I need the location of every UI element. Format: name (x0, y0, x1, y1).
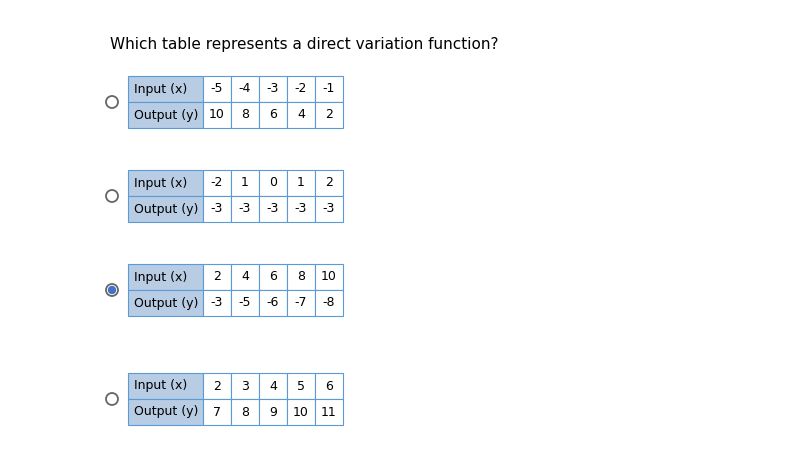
Bar (259, 399, 287, 425)
Text: Output (y): Output (y) (134, 297, 198, 309)
Text: -2: -2 (211, 176, 223, 190)
Text: -3: -3 (239, 202, 251, 216)
Bar (231, 290, 259, 316)
Bar (287, 170, 315, 196)
Text: 4: 4 (297, 108, 305, 122)
Bar (203, 373, 231, 399)
Bar (231, 264, 259, 290)
Bar (128, 290, 203, 316)
Text: -3: -3 (323, 202, 335, 216)
Bar (315, 196, 343, 222)
Text: -5: -5 (238, 297, 251, 309)
Bar (128, 264, 203, 290)
Bar (315, 170, 343, 196)
Bar (231, 76, 259, 102)
Text: 2: 2 (325, 176, 333, 190)
Text: Input (x): Input (x) (134, 379, 187, 393)
Bar (259, 373, 287, 399)
Bar (287, 399, 315, 425)
Text: Output (y): Output (y) (134, 108, 198, 122)
Bar (231, 102, 259, 128)
Bar (315, 264, 343, 290)
Text: 1: 1 (241, 176, 249, 190)
Bar (203, 290, 231, 316)
Text: Input (x): Input (x) (134, 176, 187, 190)
Text: Input (x): Input (x) (134, 83, 187, 96)
Text: 8: 8 (241, 108, 249, 122)
Text: Which table represents a direct variation function?: Which table represents a direct variatio… (110, 37, 498, 53)
Text: 2: 2 (213, 379, 221, 393)
Bar (203, 76, 231, 102)
Bar (128, 170, 203, 196)
Bar (287, 196, 315, 222)
Text: 10: 10 (293, 405, 309, 419)
Bar (259, 290, 287, 316)
Bar (315, 399, 343, 425)
Bar (259, 102, 287, 128)
Text: 7: 7 (213, 405, 221, 419)
Bar (231, 196, 259, 222)
Bar (259, 170, 287, 196)
Text: -3: -3 (211, 297, 223, 309)
Bar (287, 264, 315, 290)
Bar (315, 102, 343, 128)
Bar (287, 290, 315, 316)
Text: 10: 10 (321, 271, 337, 283)
Text: 10: 10 (209, 108, 225, 122)
Bar (231, 399, 259, 425)
Bar (315, 373, 343, 399)
Bar (128, 76, 203, 102)
Text: -5: -5 (210, 83, 223, 96)
Text: -4: -4 (239, 83, 251, 96)
Text: 8: 8 (297, 271, 305, 283)
Bar (315, 76, 343, 102)
Bar (128, 196, 203, 222)
Text: -6: -6 (267, 297, 279, 309)
Text: -3: -3 (267, 83, 279, 96)
Bar (287, 102, 315, 128)
Text: 1: 1 (297, 176, 305, 190)
Circle shape (109, 287, 115, 293)
Text: 2: 2 (325, 108, 333, 122)
Bar (259, 76, 287, 102)
Bar (231, 170, 259, 196)
Text: 3: 3 (241, 379, 249, 393)
Text: 0: 0 (269, 176, 277, 190)
Bar (128, 399, 203, 425)
Bar (231, 373, 259, 399)
Text: -3: -3 (267, 202, 279, 216)
Text: 6: 6 (269, 271, 277, 283)
Text: -2: -2 (295, 83, 307, 96)
Text: Output (y): Output (y) (134, 202, 198, 216)
Bar (287, 373, 315, 399)
Bar (287, 76, 315, 102)
Text: -3: -3 (295, 202, 307, 216)
Text: 8: 8 (241, 405, 249, 419)
Text: 6: 6 (325, 379, 333, 393)
Text: -1: -1 (323, 83, 335, 96)
Text: -3: -3 (211, 202, 223, 216)
Bar (315, 290, 343, 316)
Bar (203, 399, 231, 425)
Text: Output (y): Output (y) (134, 405, 198, 419)
Bar (203, 196, 231, 222)
Text: -8: -8 (322, 297, 335, 309)
Bar (203, 264, 231, 290)
Text: -7: -7 (294, 297, 307, 309)
Bar (259, 196, 287, 222)
Text: 4: 4 (241, 271, 249, 283)
Bar (259, 264, 287, 290)
Text: 6: 6 (269, 108, 277, 122)
Bar (203, 102, 231, 128)
Text: 9: 9 (269, 405, 277, 419)
Text: 11: 11 (321, 405, 337, 419)
Text: Input (x): Input (x) (134, 271, 187, 283)
Bar (203, 170, 231, 196)
Bar (128, 373, 203, 399)
Text: 4: 4 (269, 379, 277, 393)
Bar (128, 102, 203, 128)
Text: 2: 2 (213, 271, 221, 283)
Text: 5: 5 (297, 379, 305, 393)
